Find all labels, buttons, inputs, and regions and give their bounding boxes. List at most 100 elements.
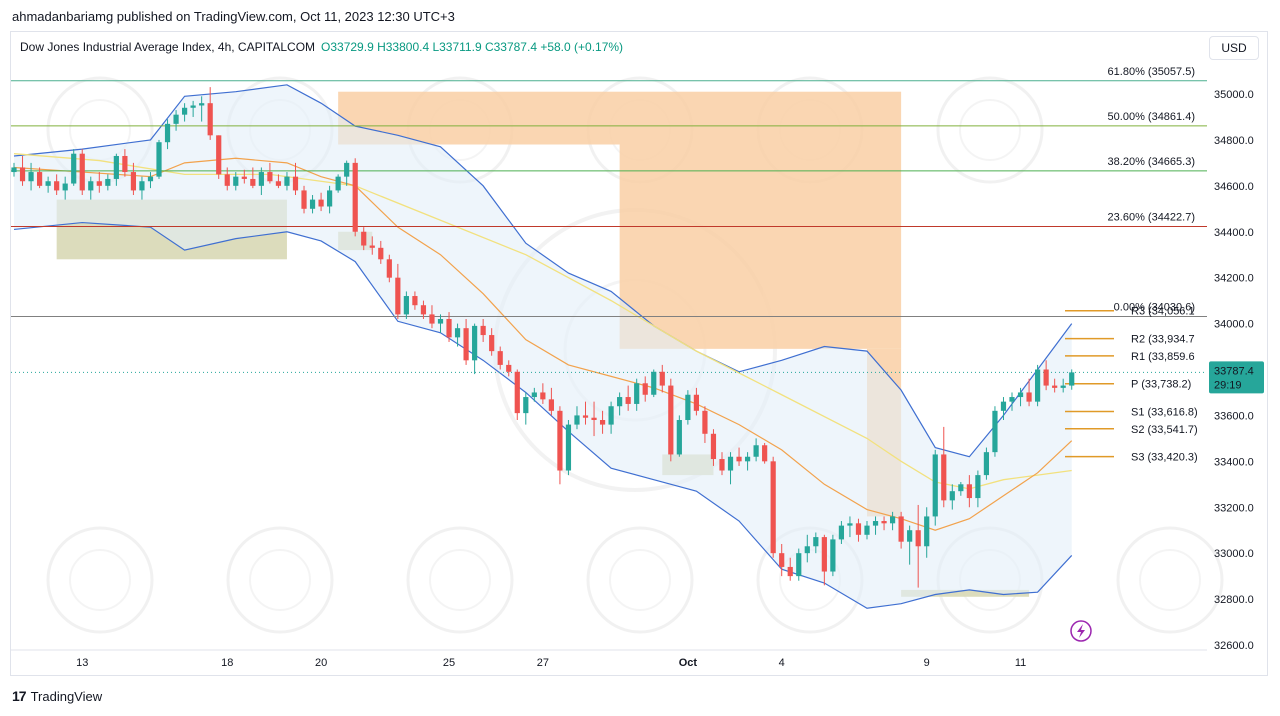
lightning-icon[interactable]: [1070, 620, 1092, 642]
candle-body: [685, 394, 691, 421]
candle-body: [634, 383, 640, 404]
watermark-seal-inner: [249, 549, 311, 611]
candle-body: [659, 371, 665, 386]
candle: [514, 369, 520, 421]
candle: [480, 318, 486, 342]
candle-body: [369, 245, 375, 248]
currency-button[interactable]: USD: [1209, 36, 1259, 60]
candle: [105, 174, 111, 191]
candle: [182, 103, 188, 122]
tradingview-brand: TradingView: [30, 688, 103, 704]
watermark-seal-inner: [429, 549, 491, 611]
candle-body: [565, 424, 572, 471]
candle: [378, 240, 384, 264]
current-price-tag: 33787.4 29:19: [1209, 361, 1264, 394]
candle: [847, 516, 853, 538]
candle: [361, 227, 367, 251]
candle: [1060, 378, 1066, 393]
candle: [139, 176, 145, 200]
candle: [395, 263, 401, 319]
candle-body: [514, 371, 520, 414]
candle: [702, 406, 708, 443]
candle: [1052, 378, 1058, 393]
x-tick-label: 27: [537, 657, 549, 669]
candle: [608, 401, 614, 434]
candle-body: [309, 199, 316, 209]
bollinger-lower-line: [13, 221, 1073, 609]
candle-body: [1000, 401, 1007, 411]
candle: [352, 158, 358, 237]
candle-body: [531, 392, 537, 398]
candle-body: [779, 553, 785, 567]
candle: [744, 452, 751, 471]
candle-body: [250, 178, 256, 186]
candle: [335, 174, 341, 193]
candle-body: [412, 296, 418, 306]
candle-body: [395, 277, 401, 315]
candle-body: [651, 371, 657, 395]
candle: [599, 410, 606, 434]
candle: [54, 174, 60, 196]
candle-body: [727, 456, 734, 471]
candle: [710, 429, 717, 466]
candle-body: [11, 167, 17, 173]
chart-frame: [10, 31, 1268, 676]
candle-body: [762, 445, 768, 462]
candle-body: [386, 259, 392, 278]
candle-body: [949, 491, 955, 501]
candle-body: [454, 328, 461, 338]
candle: [736, 447, 742, 466]
candle-body: [173, 114, 179, 124]
candle: [284, 172, 290, 191]
candle: [872, 516, 879, 535]
candle: [762, 442, 768, 464]
candle: [386, 254, 392, 283]
candle-body: [1009, 397, 1015, 402]
candle-body: [548, 399, 554, 411]
y-tick-label: 32600.0: [1214, 640, 1254, 652]
candle: [327, 185, 333, 214]
candle-body: [838, 525, 845, 540]
candle: [207, 87, 213, 140]
candle: [489, 328, 495, 356]
candle: [881, 516, 887, 531]
candle-body: [855, 523, 862, 535]
x-tick-label: 4: [779, 657, 785, 669]
candle: [668, 378, 674, 462]
watermark-seal: [1116, 526, 1224, 634]
tradingview-logo[interactable]: 17 TradingView: [12, 688, 102, 704]
candle: [412, 291, 418, 310]
candle: [1000, 397, 1007, 421]
candle-body: [45, 181, 51, 186]
candle: [301, 185, 307, 214]
candle: [156, 139, 162, 179]
candle: [28, 162, 34, 191]
candle-body: [889, 516, 896, 524]
candle: [651, 369, 657, 398]
candle: [642, 376, 648, 402]
candle-body: [744, 456, 751, 462]
candle-body: [992, 410, 998, 453]
symbol-title[interactable]: Dow Jones Industrial Average Index, 4h, …: [20, 40, 316, 54]
candle: [233, 172, 239, 191]
candle: [523, 392, 529, 425]
candle-body: [139, 181, 145, 191]
candle: [71, 149, 77, 186]
countdown-timer: 29:19: [1214, 379, 1242, 391]
candle-body: [770, 461, 776, 554]
candle-body: [506, 364, 512, 372]
candle-body: [966, 484, 972, 499]
candle: [79, 149, 85, 196]
lightning-bolt[interactable]: [1077, 624, 1085, 638]
candle-body: [233, 176, 239, 186]
candle-body: [1035, 369, 1041, 402]
y-tick-label: 34800.0: [1214, 135, 1254, 147]
candle: [275, 174, 282, 189]
watermark-seal-inner: [609, 549, 671, 611]
candle-body: [813, 537, 819, 547]
candle: [548, 387, 554, 416]
candle-body: [821, 537, 827, 572]
watermark-seal: [406, 526, 514, 634]
candle-body: [608, 406, 614, 425]
